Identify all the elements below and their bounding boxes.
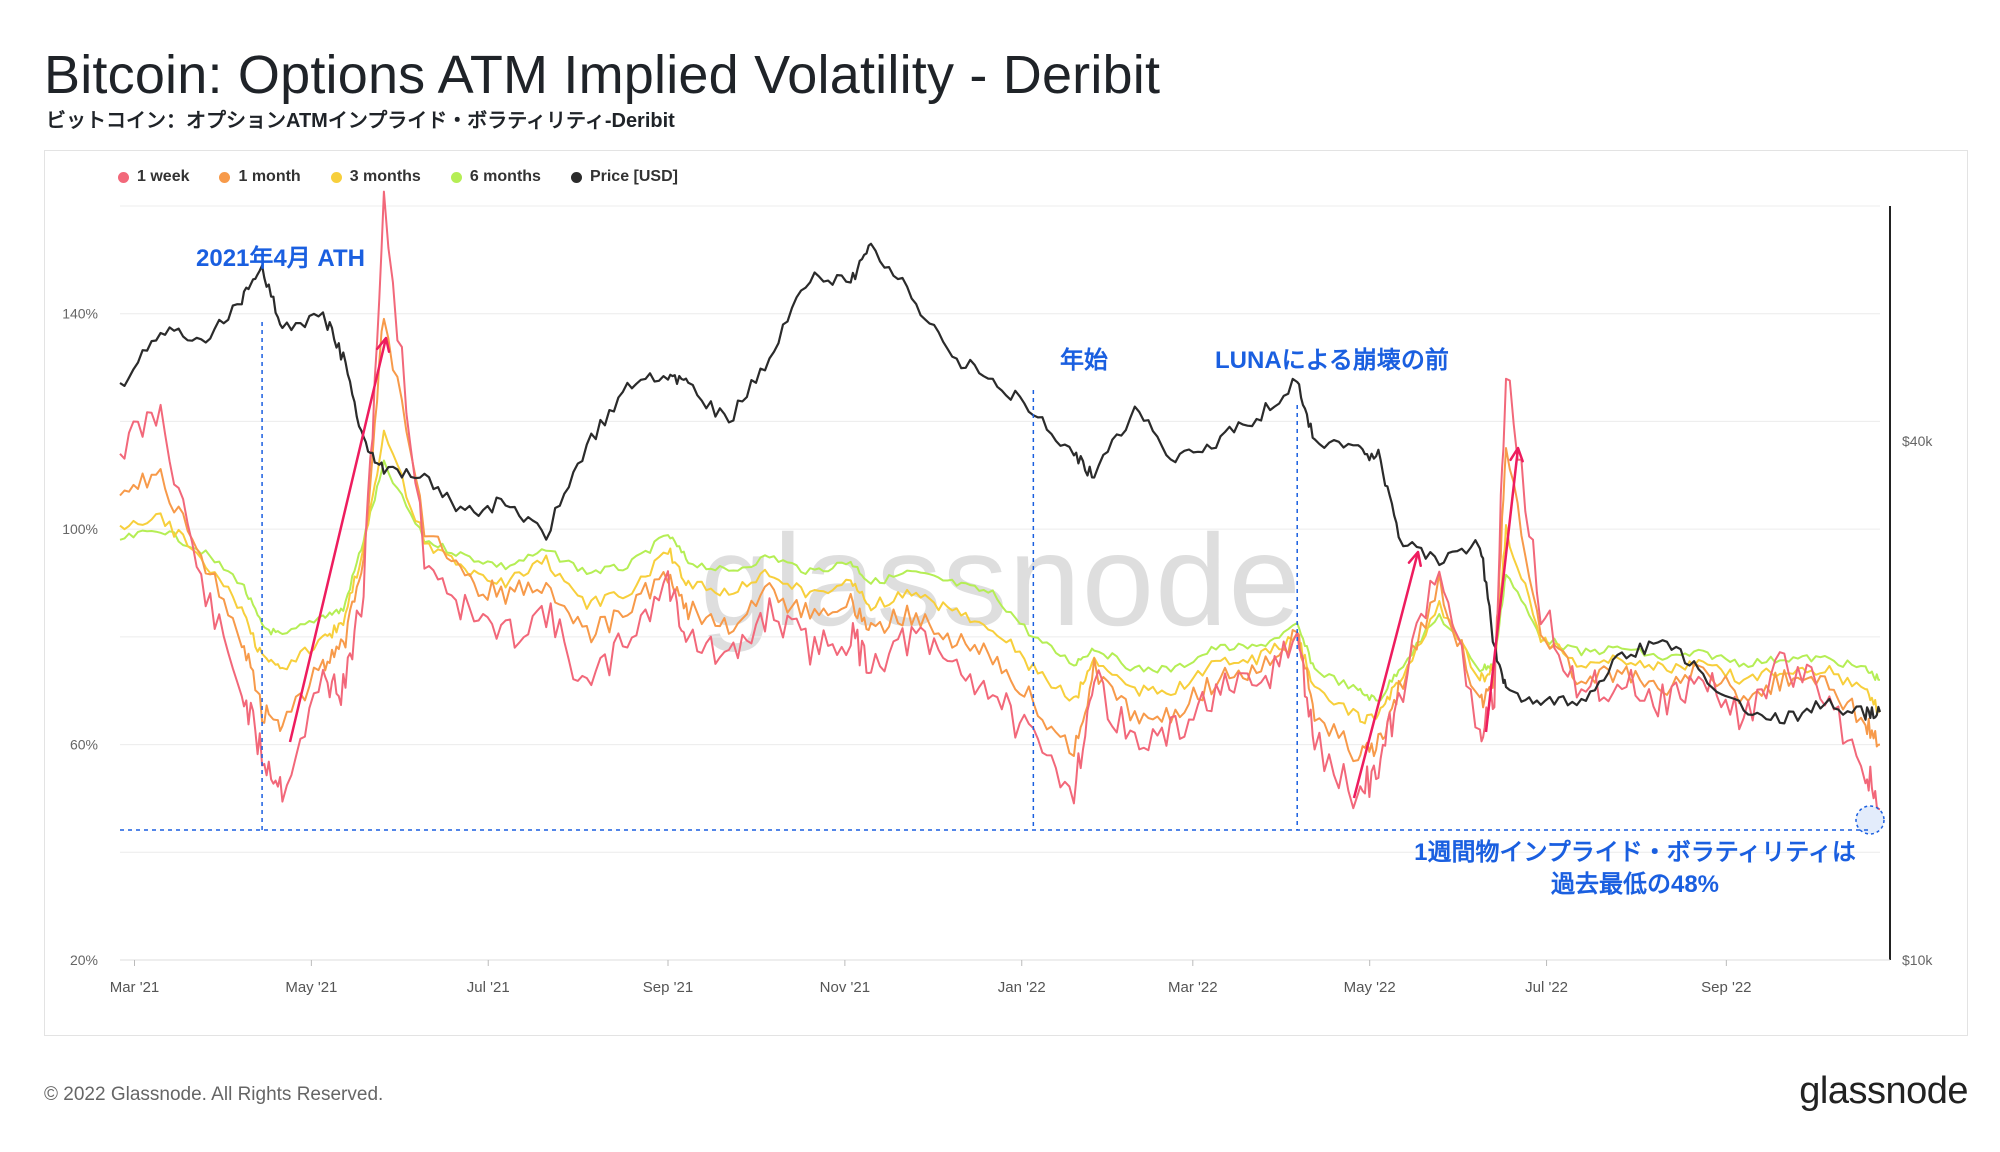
brand-logo: glassnode [1799,1070,1968,1112]
x-tick-label: Jan '22 [998,979,1046,996]
x-tick-label: Jul '21 [467,979,510,996]
annotation-low-line2: 過去最低の48% [1550,871,1720,898]
x-tick-label: May '21 [285,979,337,996]
x-tick-label: May '22 [1344,979,1396,996]
y-right-tick-label: $40k [1902,433,1933,449]
legend-item-price[interactable]: Price [USD] [570,168,678,186]
annotation-low-circle [1855,805,1885,835]
x-tick-label: Mar '22 [1168,979,1218,996]
y-right-tick-label: $10k [1902,952,1933,968]
legend-item-3m[interactable]: 3 months [330,168,421,186]
legend-item-6m[interactable]: 6 months [450,168,541,186]
legend-dot-icon [330,171,342,183]
x-tick-label: Sep '21 [643,979,693,996]
legend-item-1m[interactable]: 1 month [219,168,301,186]
annotation-arrow-may22 [1352,551,1420,799]
x-tick-label: Sep '22 [1701,979,1751,996]
legend-label: 1 week [137,168,190,185]
annotation-arrow-jun22 [1484,447,1520,733]
legend-label: 6 months [469,168,541,185]
x-tick-label: Mar '21 [110,979,160,996]
annotation-arrow-ath [288,337,388,743]
x-tick-label: Jul '22 [1525,979,1568,996]
series-line-price [119,242,1882,725]
legend-dot-icon [450,171,462,183]
legend-label: Price [USD] [589,168,678,185]
annotation-arrow-may22-head [1407,550,1422,567]
series-line-1-week [119,190,1881,811]
page-title: Bitcoin: Options ATM Implied Volatility … [44,45,1161,105]
series-line-1-month [119,317,1881,763]
annotation-luna: LUNAによる崩壊の前 [1215,347,1449,374]
annotation-new-year: 年始 [1060,347,1108,374]
chart-frame [44,150,1968,1036]
page-subtitle: ビットコイン：オプションATMインプライド・ボラティリティ-Deribit [46,110,675,132]
y-left-tick-label: 60% [70,737,98,753]
legend-item-1w[interactable]: 1 week [118,168,189,186]
legend-label: 1 month [238,168,301,185]
y-left-tick-label: 100% [62,521,98,537]
annotation-arrow-ath-head [375,336,391,353]
x-tick-label: Nov '21 [820,979,870,996]
legend-dot-icon [118,171,129,183]
legend-label: 3 months [349,168,421,185]
annotation-ath: 2021年4月 ATH [196,245,365,272]
y-left-tick-label: 140% [62,306,98,322]
y-left-tick-label: 20% [70,952,98,968]
legend-dot-icon [219,171,231,183]
annotation-arrow-jun22-head [1509,446,1524,463]
chart-legend: 1 week 1 month 3 months 6 months Price [… [118,168,678,186]
legend-dot-icon [570,171,582,183]
footer-copyright: © 2022 Glassnode. All Rights Reserved. [44,1084,384,1105]
annotation-low-line1: 1週間物インプライド・ボラティリティは [1414,839,1856,866]
